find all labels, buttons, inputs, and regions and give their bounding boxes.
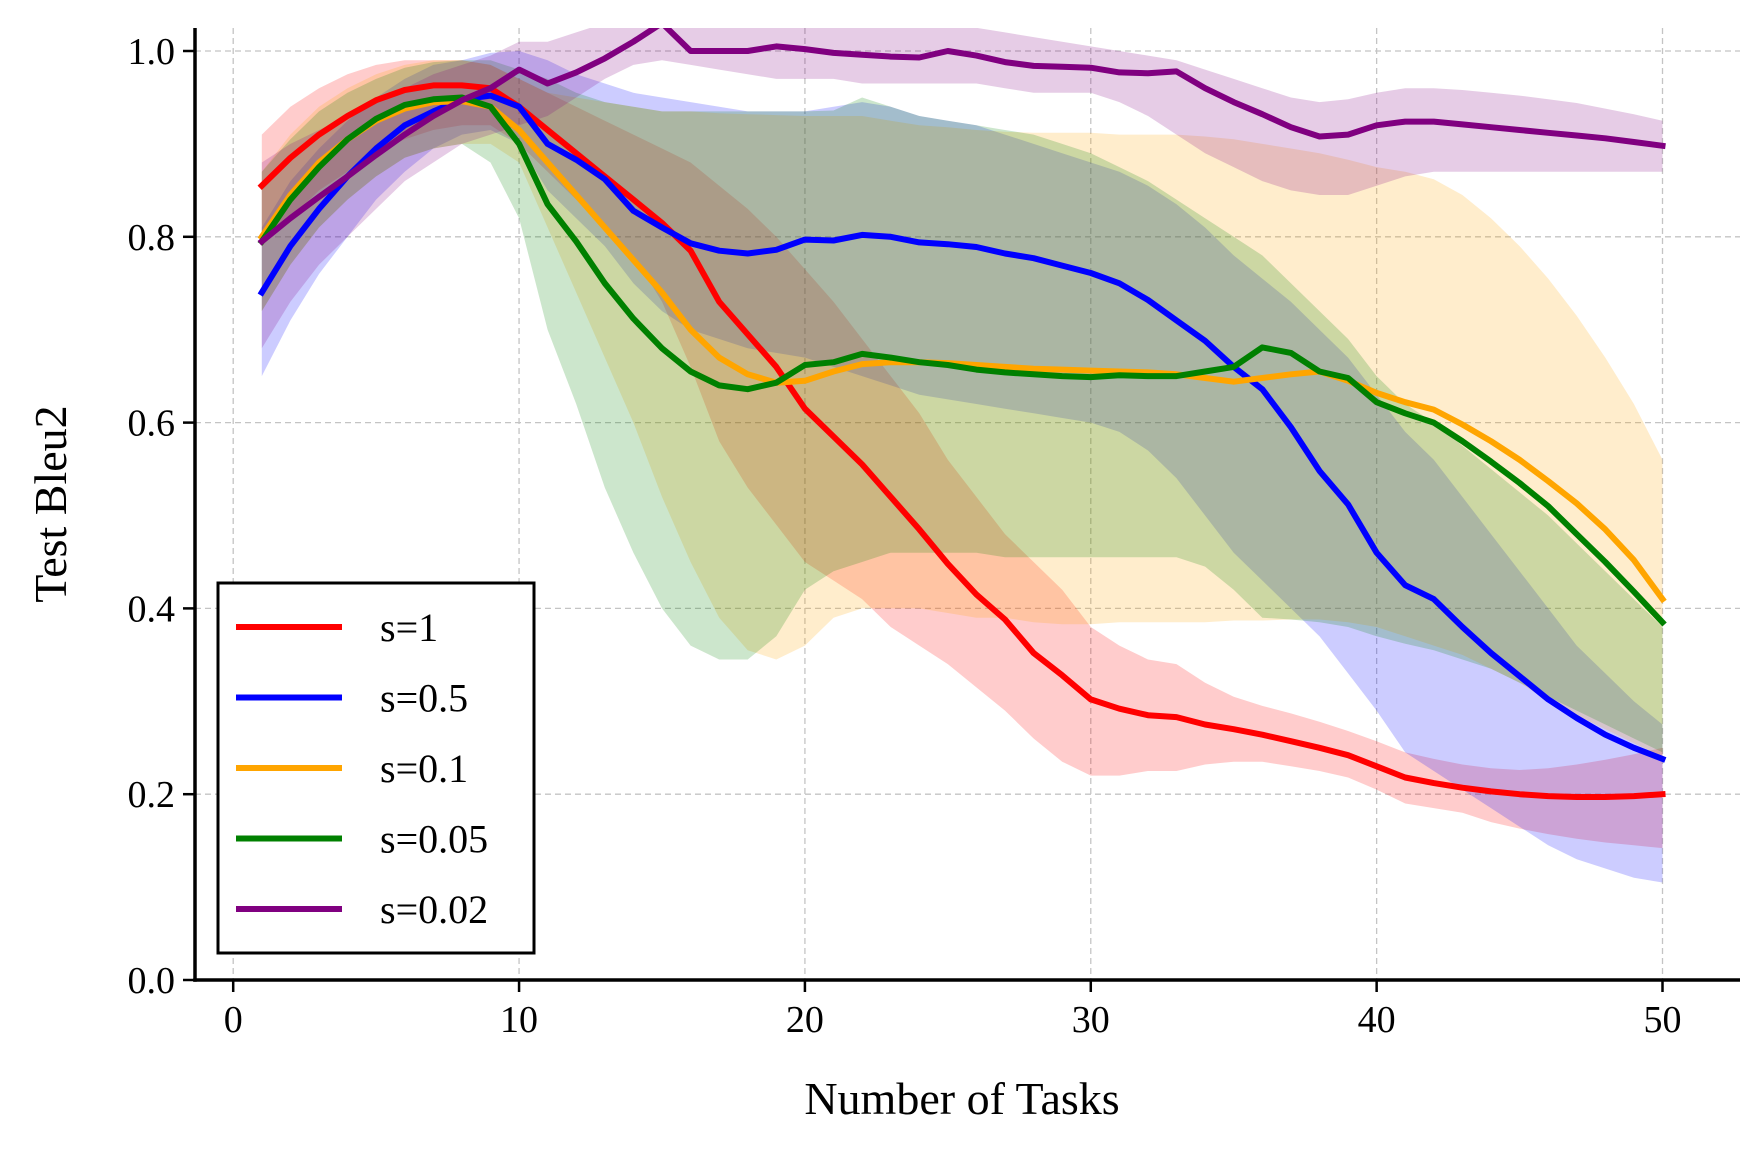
line-series-1 [257, 92, 1667, 763]
axes [193, 28, 1740, 982]
x-tick-label-4: 40 [1358, 999, 1396, 1041]
line-series-4 [257, 28, 1666, 246]
y-tick-label-2: 0.4 [128, 588, 176, 630]
x-tick-label-5: 50 [1644, 999, 1682, 1041]
x-axis-title: Number of Tasks [804, 1073, 1119, 1124]
y-tick-label-5: 1.0 [128, 31, 176, 73]
y-tick-label-0: 0.0 [128, 960, 176, 1002]
legend-label-1: s=0.5 [380, 676, 468, 721]
tick-labels: 0 10 20 30 40 50 0.0 0.2 0.4 0.6 0.8 1.0 [128, 31, 1682, 1041]
y-axis-title: Test Bleu2 [25, 405, 76, 602]
legend-label-0: s=1 [380, 605, 438, 650]
x-tick-label-0: 0 [224, 999, 243, 1041]
x-tick-label-3: 30 [1072, 999, 1110, 1041]
y-tick-label-3: 0.6 [128, 403, 176, 445]
band-series-4 [261, 28, 1663, 349]
line-series-3 [257, 94, 1667, 627]
series-lines [257, 28, 1667, 800]
y-tick-label-1: 0.2 [128, 774, 176, 816]
x-tick-label-1: 10 [500, 999, 538, 1041]
legend-label-2: s=0.1 [380, 746, 468, 791]
line-series-0 [257, 82, 1666, 800]
legend: s=1 s=0.5 s=0.1 s=0.05 s=0.02 [216, 581, 536, 955]
legend-label-3: s=0.05 [380, 817, 488, 862]
x-tick-label-2: 20 [786, 999, 824, 1041]
y-tick-label-4: 0.8 [128, 217, 176, 259]
legend-box [216, 581, 536, 955]
legend-label-4: s=0.02 [380, 887, 488, 932]
